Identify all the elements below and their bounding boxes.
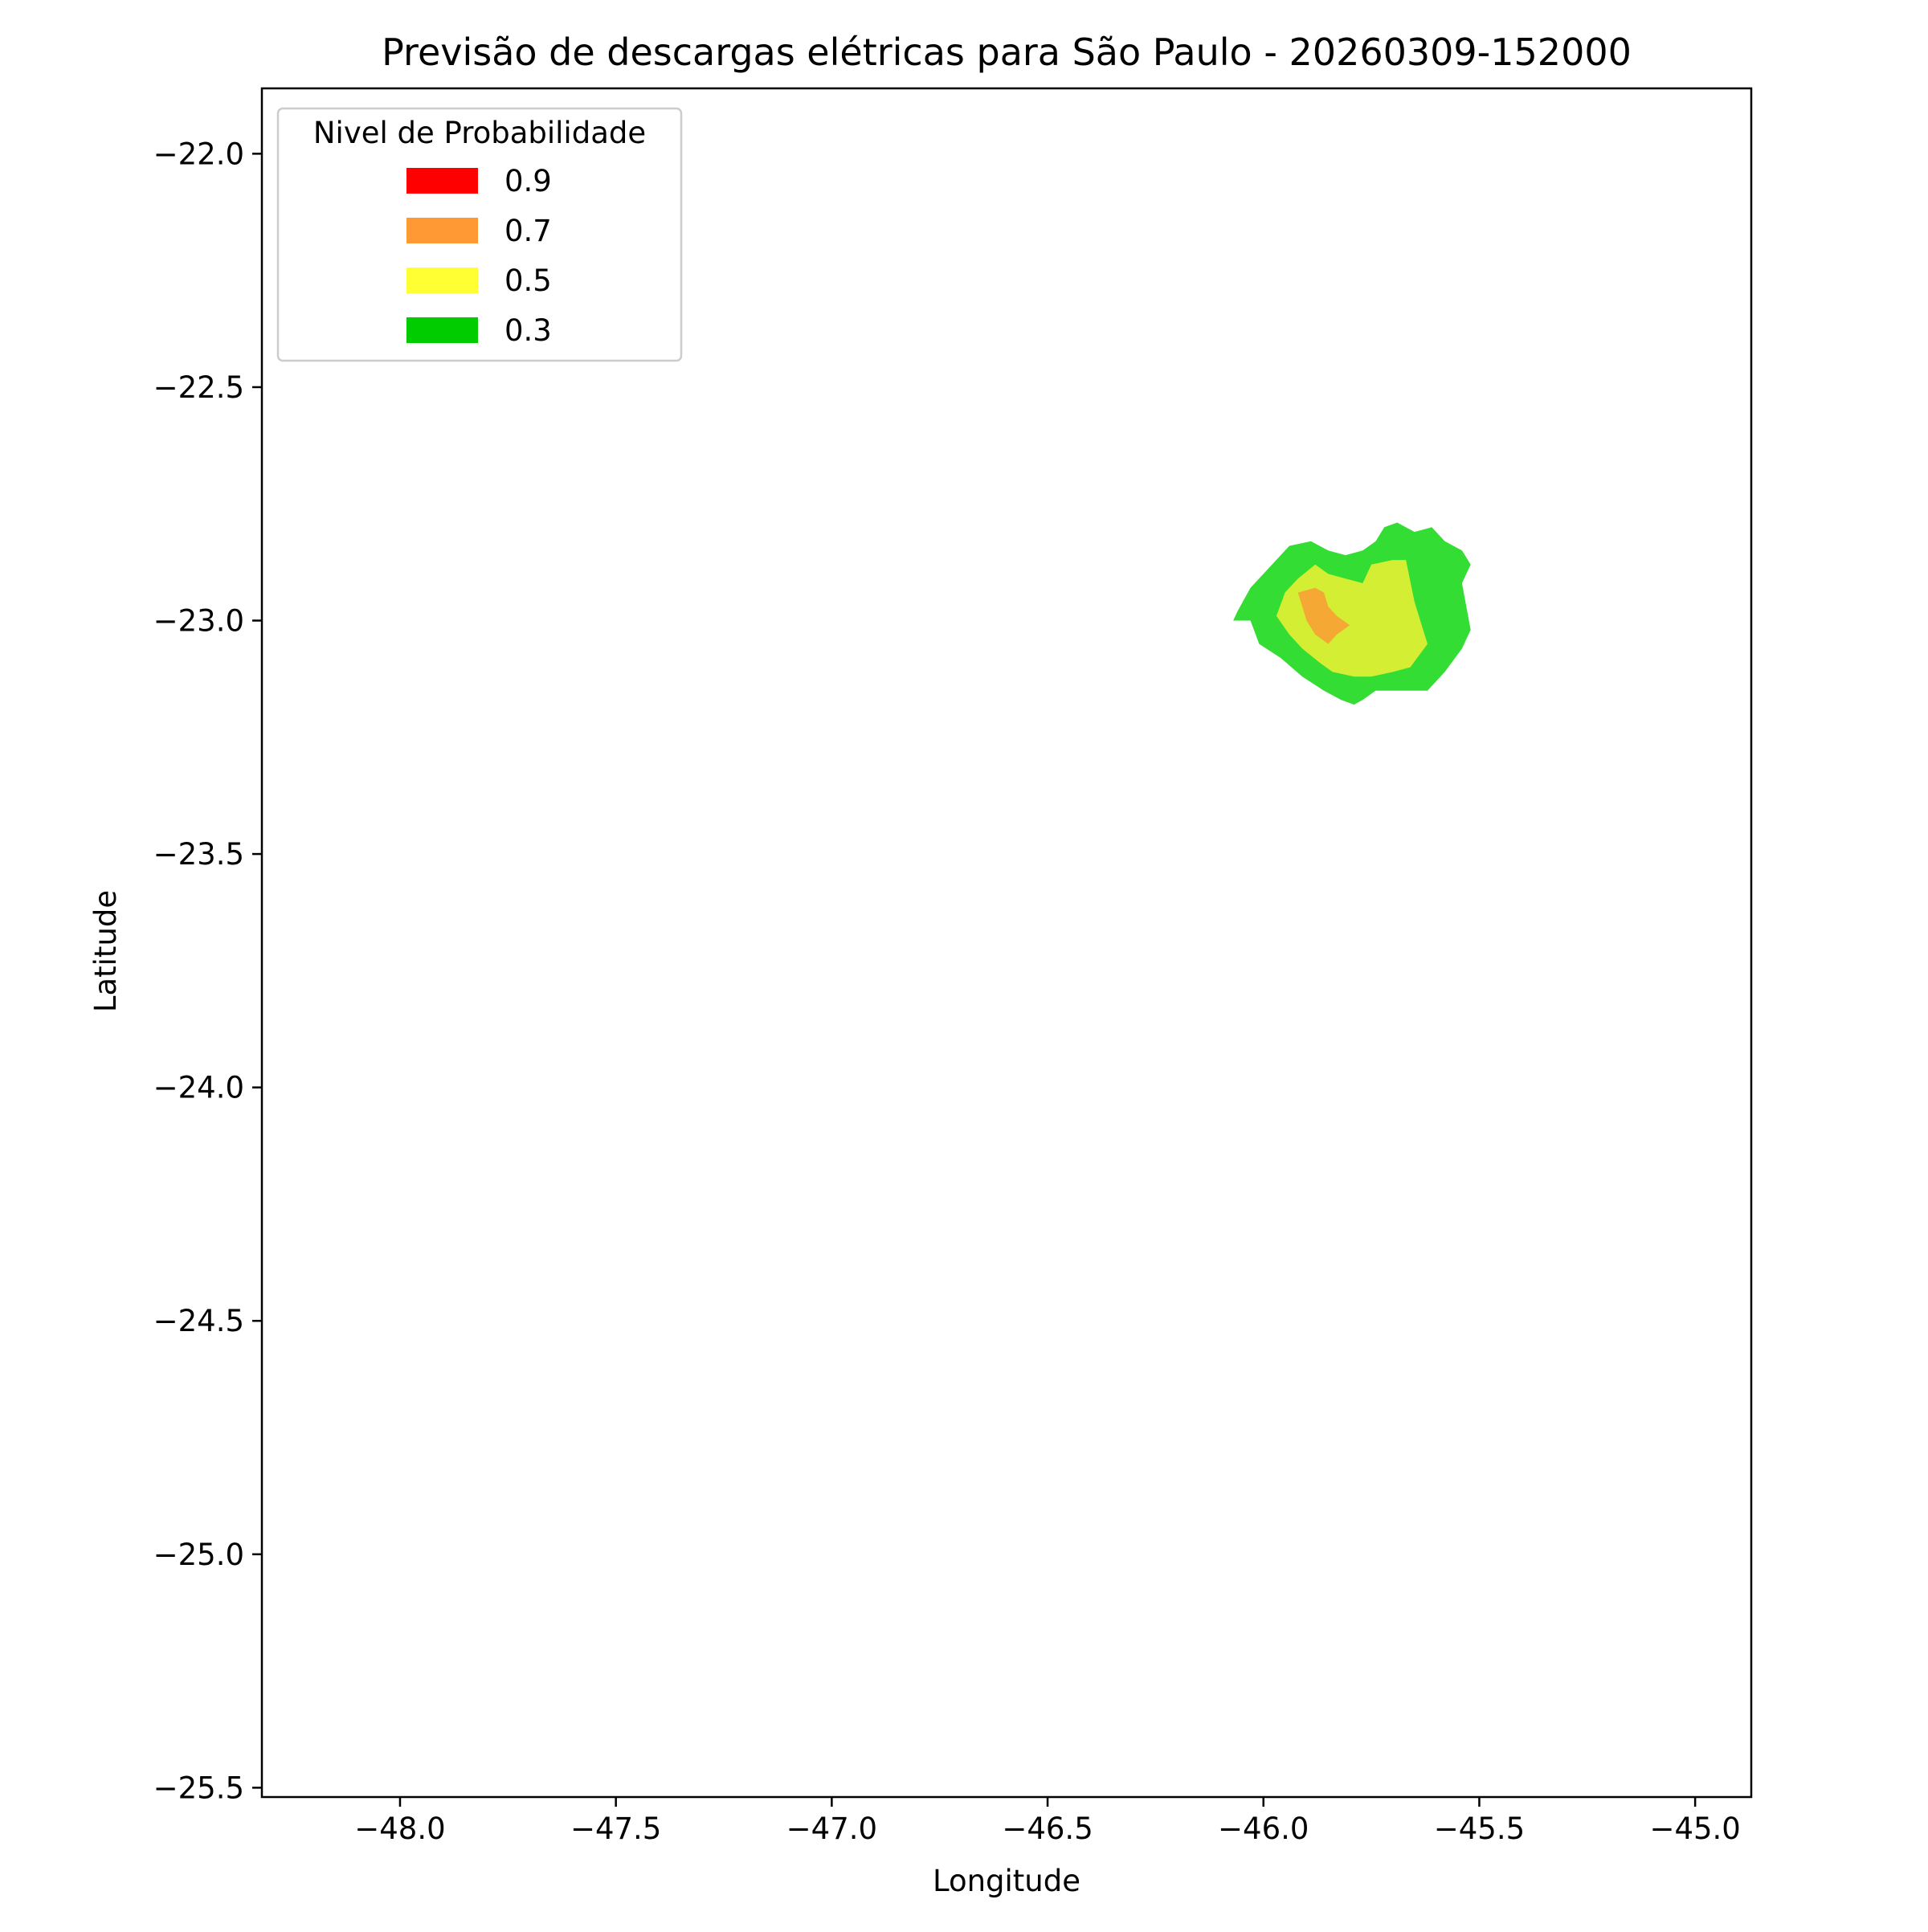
x-tick-label: −46.0: [1218, 1812, 1309, 1846]
legend-swatch: [406, 268, 478, 293]
legend: Nivel de Probabilidade 0.9 0.7 0.5 0.3: [276, 107, 683, 362]
legend-swatch: [406, 317, 478, 343]
legend-label: 0.5: [504, 263, 552, 298]
x-tick-label: −46.5: [1002, 1812, 1093, 1846]
x-tick-label: −45.0: [1649, 1812, 1740, 1846]
y-tick-label: −22.0: [153, 137, 244, 171]
x-axis-label: Longitude: [933, 1864, 1080, 1898]
x-tick-label: −47.5: [570, 1812, 661, 1846]
contour-region-0-7: [1297, 587, 1350, 644]
x-tick-label: −45.5: [1434, 1812, 1525, 1846]
y-tick-label: −25.0: [153, 1538, 244, 1572]
y-tick-label: −23.0: [153, 604, 244, 639]
chart-title: Previsão de descargas elétricas para São…: [382, 31, 1632, 74]
legend-swatch: [406, 168, 478, 194]
y-tick-label: −25.5: [153, 1771, 244, 1805]
legend-label: 0.7: [504, 214, 552, 248]
x-axis-ticks: −48.0 −47.5 −47.0 −46.5 −46.0 −45.5 −45.0: [354, 1797, 1741, 1846]
y-tick-label: −23.5: [153, 837, 244, 872]
y-tick-label: −24.0: [153, 1071, 244, 1105]
x-tick-label: −48.0: [354, 1812, 445, 1846]
legend-box: [276, 107, 683, 362]
legend-swatch: [406, 218, 478, 243]
y-axis-label: Latitude: [88, 890, 123, 1012]
x-tick-label: −47.0: [786, 1812, 877, 1846]
plot-frame: [260, 87, 1753, 1799]
contour-regions: [1233, 522, 1471, 705]
y-tick-label: −24.5: [153, 1304, 244, 1338]
legend-label: 0.9: [504, 164, 552, 198]
legend-title: Nivel de Probabilidade: [313, 116, 646, 150]
legend-label: 0.3: [504, 313, 552, 348]
legend-entries: 0.9 0.7 0.5 0.3: [406, 164, 552, 348]
y-tick-label: −22.5: [153, 370, 244, 405]
y-axis-ticks: −22.0 −22.5 −23.0 −23.5 −24.0 −24.5 −25.0 −25.5: [153, 137, 262, 1805]
